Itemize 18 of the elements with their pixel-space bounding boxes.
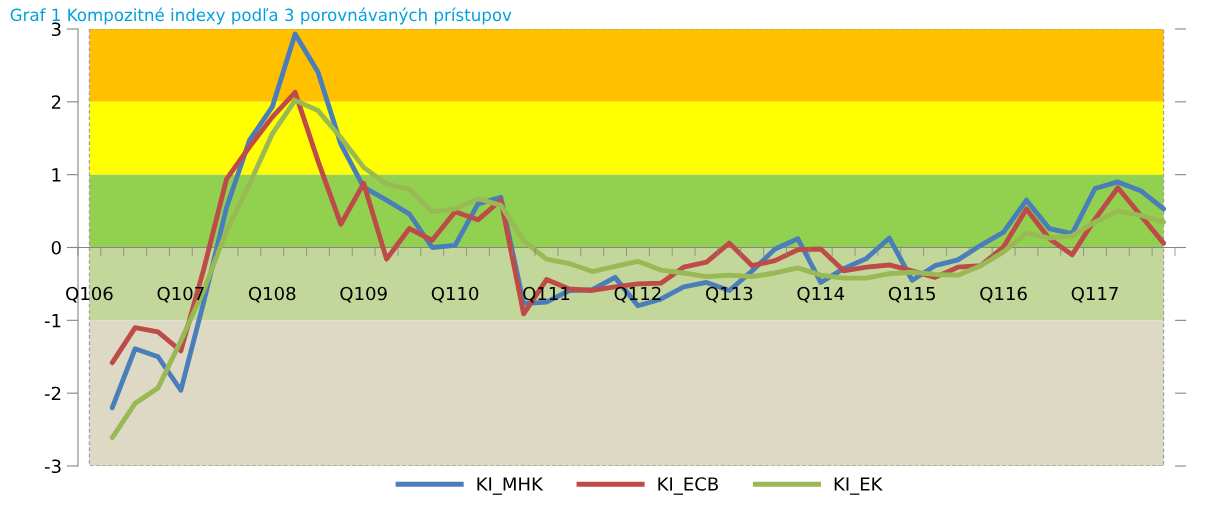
legend-label: KI_ECB bbox=[658, 477, 718, 495]
x-tick-label: Q108 bbox=[248, 286, 296, 303]
y-tick-label: -1 bbox=[44, 314, 61, 328]
y-tick-label: -2 bbox=[44, 386, 61, 401]
y-tick-label: 0 bbox=[51, 240, 61, 255]
y-tick-label: 2 bbox=[51, 95, 61, 109]
x-tick-label: Q114 bbox=[797, 286, 845, 303]
x-tick-label: Q116 bbox=[980, 286, 1027, 303]
x-tick-label: Q110 bbox=[431, 286, 479, 303]
x-tick-label: Q115 bbox=[888, 286, 935, 303]
x-tick-label: Q113 bbox=[706, 286, 753, 303]
legend-label: KI_EK bbox=[834, 477, 883, 495]
legend-label: KI_MHK bbox=[477, 477, 544, 495]
y-tick-label: 1 bbox=[52, 168, 61, 182]
x-tick-label: Q109 bbox=[340, 286, 387, 303]
x-tick-label: Q117 bbox=[1071, 286, 1118, 303]
y-tick-label: -3 bbox=[44, 459, 61, 474]
x-tick-label: Q106 bbox=[66, 286, 113, 303]
